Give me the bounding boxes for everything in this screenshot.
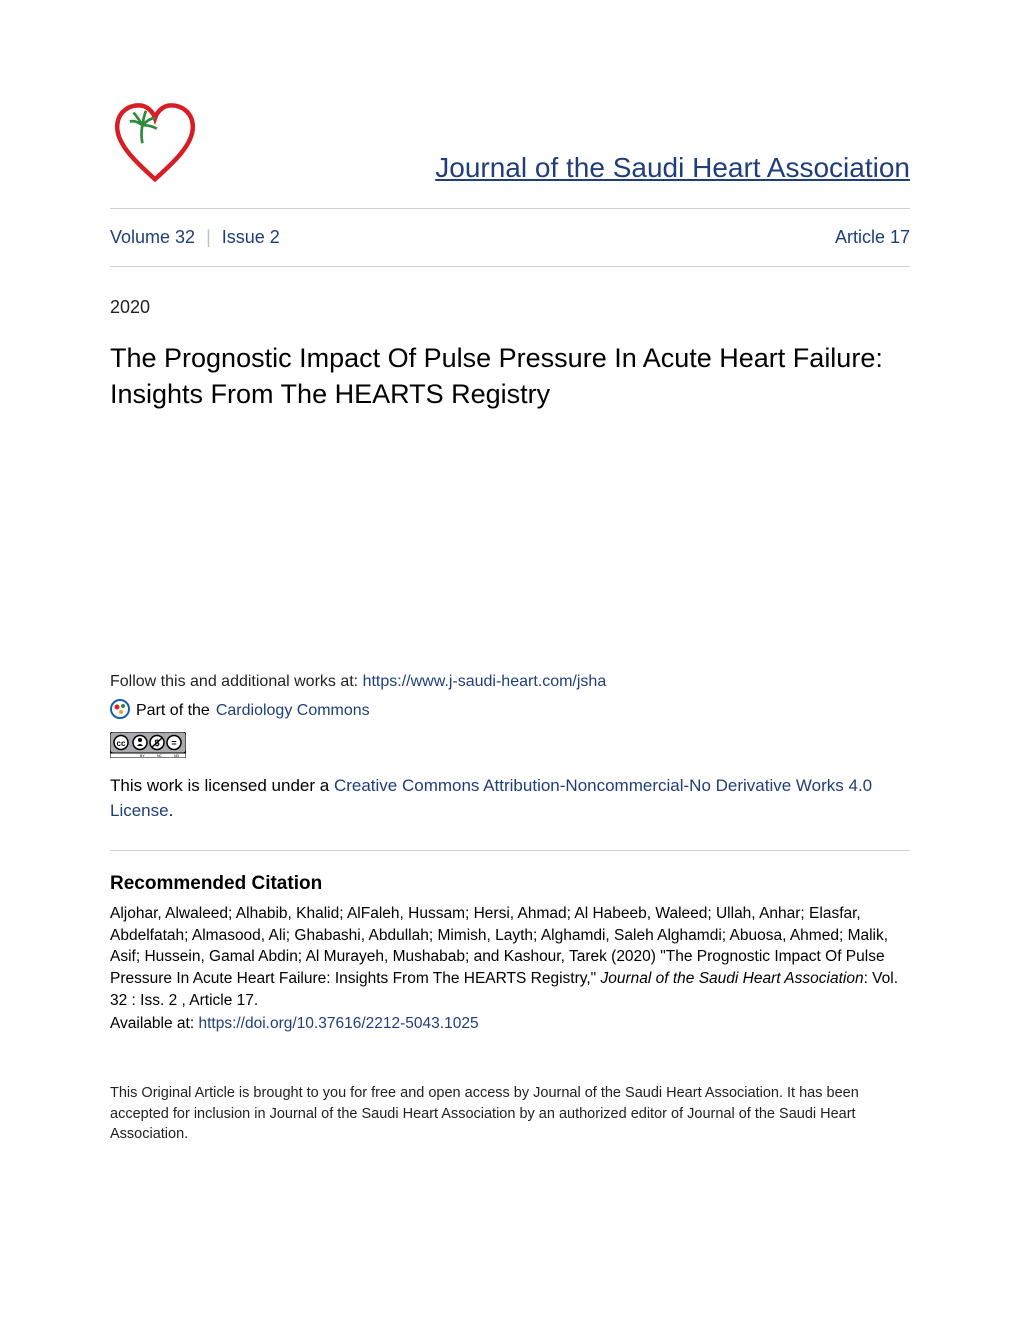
svg-text:cc: cc	[117, 739, 126, 748]
volume-link[interactable]: Volume 32	[110, 227, 195, 247]
svg-text:NC: NC	[157, 754, 163, 758]
svg-text:ND: ND	[174, 754, 180, 758]
follow-works-line: Follow this and additional works at: htt…	[110, 673, 910, 691]
volume-issue: Volume 32 | Issue 2	[110, 227, 280, 248]
svg-text:=: =	[171, 738, 176, 748]
journal-title-link[interactable]: Journal of the Saudi Heart Association	[435, 152, 910, 190]
doi-link[interactable]: https://doi.org/10.37616/2212-5043.1025	[198, 1015, 478, 1032]
part-of-prefix: Part of the	[136, 702, 210, 720]
works-url-link[interactable]: https://www.j-saudi-heart.com/jsha	[363, 673, 607, 690]
available-at-line: Available at: https://doi.org/10.37616/2…	[110, 1015, 910, 1033]
section-divider	[110, 850, 910, 851]
nav-divider: |	[206, 227, 211, 247]
article-number-link[interactable]: Article 17	[835, 227, 910, 248]
journal-logo	[110, 100, 200, 190]
article-title: The Prognostic Impact Of Pulse Pressure …	[110, 340, 910, 413]
citation-body: Aljohar, Alwaleed; Alhabib, Khalid; AlFa…	[110, 903, 910, 1011]
cc-license-badge[interactable]: cc $ = BY NC ND	[110, 732, 910, 763]
network-icon	[110, 699, 130, 724]
citation-journal-name: Journal of the Saudi Heart Association	[600, 970, 863, 987]
footer-access-statement: This Original Article is brought to you …	[110, 1083, 910, 1144]
license-suffix: .	[169, 801, 174, 820]
svg-text:BY: BY	[140, 754, 145, 758]
issue-link[interactable]: Issue 2	[222, 227, 280, 247]
publication-year: 2020	[110, 297, 910, 318]
part-of-line: Part of the Cardiology Commons	[110, 699, 910, 724]
citation-heading: Recommended Citation	[110, 873, 910, 895]
commons-link[interactable]: Cardiology Commons	[216, 702, 370, 720]
license-statement: This work is licensed under a Creative C…	[110, 773, 910, 824]
license-prefix: This work is licensed under a	[110, 776, 334, 795]
available-prefix: Available at:	[110, 1015, 198, 1032]
follow-prefix: Follow this and additional works at:	[110, 673, 363, 690]
breadcrumb: Volume 32 | Issue 2 Article 17	[110, 227, 910, 267]
header: Journal of the Saudi Heart Association	[110, 100, 910, 209]
